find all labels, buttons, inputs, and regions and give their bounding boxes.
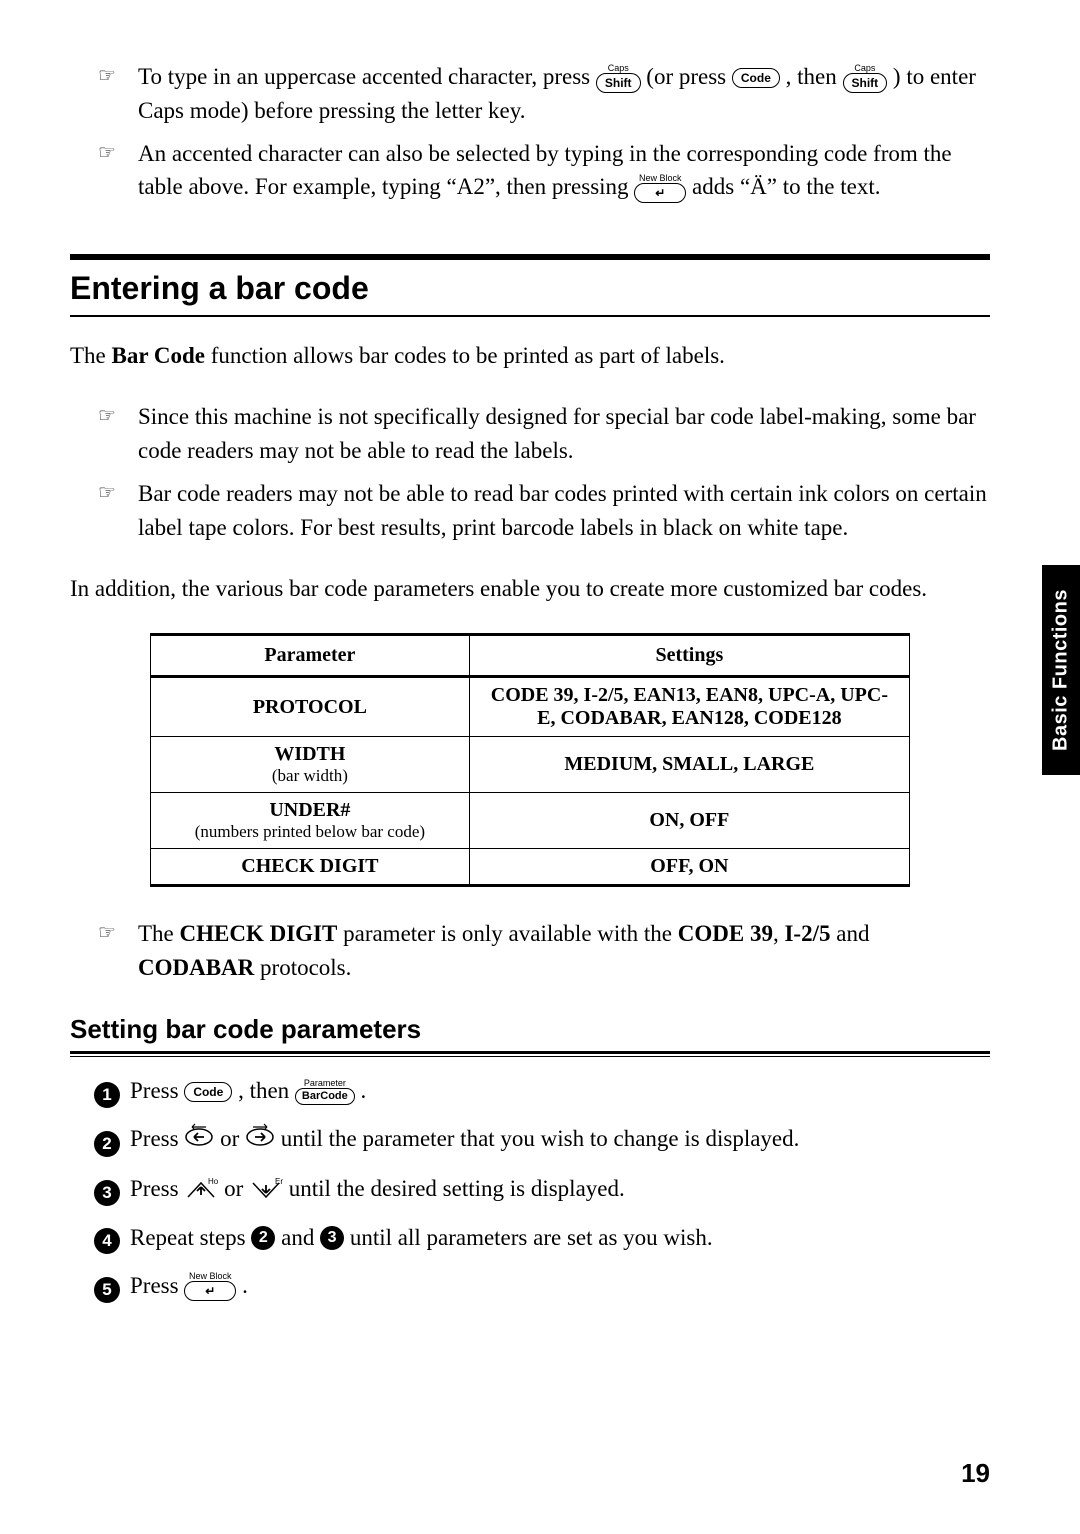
step-text: Press or until the parameter that you wi… xyxy=(130,1123,799,1157)
table-cell: MEDIUM, SMALL, LARGE xyxy=(469,737,909,793)
step-text: Press Home or End until the desired sett… xyxy=(130,1173,625,1205)
table-header: Parameter xyxy=(151,635,470,677)
subsection-rule xyxy=(70,1056,990,1057)
page-number: 19 xyxy=(961,1458,990,1489)
step-item: 1 Press Code , then Parameter BarCode . xyxy=(94,1075,990,1107)
subsection-title: Setting bar code parameters xyxy=(70,1014,990,1045)
table-header-row: Parameter Settings xyxy=(151,635,910,677)
note-text: An accented character can also be select… xyxy=(138,137,990,204)
note-pointer-icon: ☞ xyxy=(98,137,138,168)
enter-key-icon: New Block ↵ xyxy=(634,174,686,204)
shift-key-icon: Caps Shift xyxy=(596,64,641,94)
table-cell: UNDER#(numbers printed below bar code) xyxy=(151,793,470,849)
table-cell: ON, OFF xyxy=(469,793,909,849)
step-text: Repeat steps 2 and 3 until all parameter… xyxy=(130,1222,713,1254)
table-cell: CHECK DIGIT xyxy=(151,849,470,886)
down-arrow-key-icon: End xyxy=(249,1178,283,1204)
svg-text:Home: Home xyxy=(208,1177,218,1186)
code-key-icon: Code xyxy=(732,68,780,88)
note-text: Since this machine is not specifically d… xyxy=(138,400,990,467)
text: (or press xyxy=(646,64,732,89)
step-number-icon: 3 xyxy=(94,1175,130,1203)
table-cell: CODE 39, I-2/5, EAN13, EAN8, UPC-A, UPC-… xyxy=(469,677,909,737)
table-row: UNDER#(numbers printed below bar code) O… xyxy=(151,793,910,849)
table-cell: WIDTH(bar width) xyxy=(151,737,470,793)
note-pointer-icon: ☞ xyxy=(98,60,138,91)
text: adds “Ä” to the text. xyxy=(692,174,880,199)
step-item: 5 Press New Block ↵ . xyxy=(94,1270,990,1303)
section-title: Entering a bar code xyxy=(70,270,990,307)
step-number-icon: 4 xyxy=(94,1224,130,1252)
step-ref-icon: 3 xyxy=(320,1226,344,1250)
note-item: ☞ The CHECK DIGIT parameter is only avai… xyxy=(98,917,990,984)
code-key-icon: Code xyxy=(184,1082,232,1102)
subsection-rule xyxy=(70,1051,990,1054)
step-text: Press Code , then Parameter BarCode . xyxy=(130,1075,366,1107)
step-number-icon: 1 xyxy=(94,1077,130,1105)
table-cell: OFF, ON xyxy=(469,849,909,886)
table-row: PROTOCOL CODE 39, I-2/5, EAN13, EAN8, UP… xyxy=(151,677,910,737)
shift-key-icon: Caps Shift xyxy=(843,64,888,94)
table-cell: PROTOCOL xyxy=(151,677,470,737)
step-number-icon: 5 xyxy=(94,1272,130,1300)
note-item: ☞ An accented character can also be sele… xyxy=(98,137,990,204)
manual-page: ☞ To type in an uppercase accented chara… xyxy=(0,0,1080,1534)
step-item: 3 Press Home or End until the desired se… xyxy=(94,1173,990,1205)
parameter-table: Parameter Settings PROTOCOL CODE 39, I-2… xyxy=(150,633,910,887)
note-item: ☞ Bar code readers may not be able to re… xyxy=(98,477,990,544)
note-pointer-icon: ☞ xyxy=(98,477,138,508)
right-arrow-key-icon xyxy=(245,1123,275,1156)
left-arrow-key-icon xyxy=(184,1123,214,1156)
step-ref-icon: 2 xyxy=(251,1226,275,1250)
step-item: 4 Repeat steps 2 and 3 until all paramet… xyxy=(94,1222,990,1254)
barcode-key-icon: Parameter BarCode xyxy=(295,1079,355,1106)
intro-paragraph: The Bar Code function allows bar codes t… xyxy=(70,339,990,372)
note-text: To type in an uppercase accented charact… xyxy=(138,60,990,127)
svg-text:End: End xyxy=(275,1177,283,1186)
note-pointer-icon: ☞ xyxy=(98,917,138,948)
paragraph: In addition, the various bar code parame… xyxy=(70,572,990,605)
step-item: 2 Press or until the parameter that you … xyxy=(94,1123,990,1157)
table-row: WIDTH(bar width) MEDIUM, SMALL, LARGE xyxy=(151,737,910,793)
note-text: The CHECK DIGIT parameter is only availa… xyxy=(138,917,990,984)
table-header: Settings xyxy=(469,635,909,677)
text: , then xyxy=(786,64,843,89)
section-tab: Basic Functions xyxy=(1042,565,1080,775)
section-rule xyxy=(70,315,990,317)
note-item: ☞ To type in an uppercase accented chara… xyxy=(98,60,990,127)
note-text: Bar code readers may not be able to read… xyxy=(138,477,990,544)
section-rule xyxy=(70,254,990,260)
text: To type in an uppercase accented charact… xyxy=(138,64,596,89)
note-pointer-icon: ☞ xyxy=(98,400,138,431)
enter-key-icon: New Block ↵ xyxy=(184,1272,236,1302)
table-row: CHECK DIGIT OFF, ON xyxy=(151,849,910,886)
step-text: Press New Block ↵ . xyxy=(130,1270,248,1303)
step-number-icon: 2 xyxy=(94,1126,130,1154)
note-item: ☞ Since this machine is not specifically… xyxy=(98,400,990,467)
up-arrow-key-icon: Home xyxy=(184,1178,218,1204)
